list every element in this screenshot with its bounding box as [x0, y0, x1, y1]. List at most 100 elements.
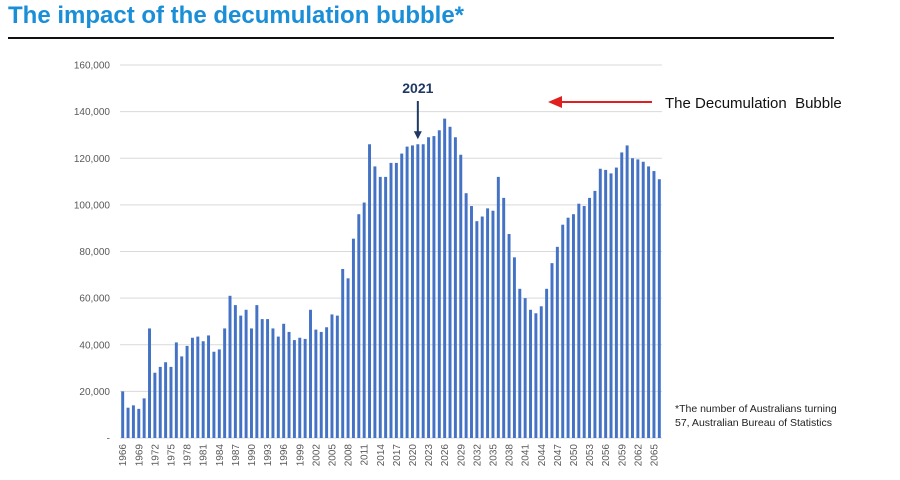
bar [496, 176, 500, 438]
bar [620, 152, 624, 438]
bar [512, 257, 516, 438]
x-tick-label: 1975 [166, 444, 177, 467]
bar [582, 206, 586, 438]
y-tick-label: 20,000 [79, 387, 110, 398]
x-tick-label: 2014 [376, 444, 387, 467]
bar [593, 190, 597, 438]
bar [282, 323, 286, 438]
bar [373, 166, 377, 439]
bar [207, 335, 211, 438]
bar [223, 328, 227, 438]
x-tick-label: 2053 [585, 444, 596, 467]
bar [410, 145, 414, 438]
bar [491, 210, 495, 438]
bar [625, 145, 629, 438]
bar [126, 407, 130, 438]
title-underline [8, 37, 834, 39]
bar [335, 315, 339, 438]
y-tick-label: 160,000 [74, 61, 111, 72]
bar [529, 309, 533, 438]
bar [539, 306, 543, 438]
bar [631, 158, 634, 438]
bar [287, 331, 291, 438]
bar [131, 405, 135, 438]
bar [357, 214, 361, 438]
bar [314, 329, 318, 438]
y-tick-label: 140,000 [74, 107, 111, 118]
x-tick-label: 1981 [199, 444, 210, 467]
bar [566, 217, 570, 438]
x-axis-ticks: 1966 1969 1972 1975 1978 1981 1984 1987 1990 1993… [118, 444, 660, 467]
bar [475, 221, 479, 438]
bar [427, 137, 431, 439]
bar [545, 288, 549, 438]
x-tick-label: 2005 [327, 444, 338, 467]
bar [196, 336, 200, 438]
bar [609, 173, 613, 438]
chart-annotations: 2021 The Decumulation Bubble [402, 80, 842, 140]
bar [255, 305, 259, 438]
bar [298, 337, 302, 438]
bar [244, 309, 248, 438]
y-axis-ticks: - 20,000 40,000 60,000 80,000 100,000 120,000 1… [74, 61, 111, 445]
bar [577, 203, 581, 438]
bar [174, 342, 178, 438]
bar [137, 408, 141, 438]
x-tick-label: 2029 [456, 444, 467, 467]
bar [652, 171, 656, 438]
y-tick-label: 80,000 [79, 247, 110, 258]
bar [217, 349, 221, 438]
bar [303, 338, 307, 438]
x-tick-label: 1972 [150, 444, 161, 467]
bar [534, 313, 538, 438]
bar [604, 169, 608, 438]
bar [212, 351, 216, 438]
x-tick-label: 2002 [311, 444, 322, 467]
x-tick-label: 1969 [134, 444, 145, 467]
bar [233, 305, 237, 438]
bar [400, 153, 404, 438]
bar [647, 166, 651, 439]
bar [158, 366, 162, 438]
bar [148, 328, 151, 438]
x-tick-label: 2059 [617, 444, 628, 467]
bar [309, 309, 312, 438]
page-title: The impact of the decumulation bubble* [8, 2, 465, 29]
x-tick-label: 2044 [537, 444, 548, 467]
bar [346, 278, 350, 438]
bar [470, 206, 473, 438]
bar [453, 137, 457, 439]
bar [448, 126, 452, 438]
bar [598, 168, 602, 438]
x-tick-label: 1978 [183, 444, 194, 467]
y-tick-label: 120,000 [74, 154, 111, 165]
annotation-year-label: 2021 [402, 80, 433, 96]
x-tick-label: 2032 [472, 444, 483, 467]
x-tick-label: 1996 [279, 444, 290, 467]
x-tick-label: 2026 [440, 444, 451, 467]
y-tick-label: - [107, 434, 110, 445]
bar [394, 162, 398, 438]
bar [421, 144, 425, 438]
chart-bars [121, 118, 661, 439]
x-tick-label: 1990 [247, 444, 258, 467]
bar [550, 263, 554, 438]
x-tick-label: 2047 [553, 444, 564, 467]
bar [480, 216, 484, 438]
bar [571, 214, 575, 438]
bar [614, 167, 618, 438]
bar [432, 136, 436, 438]
bubble-label: The Decumulation Bubble [665, 95, 842, 112]
bar [384, 176, 388, 438]
bubble-arrow-head [548, 96, 562, 108]
x-tick-label: 2020 [408, 444, 419, 467]
bar [561, 224, 565, 438]
bar [486, 208, 490, 438]
bar [389, 162, 393, 438]
y-tick-label: 100,000 [74, 200, 111, 211]
footnote-line-2: 57, Australian Bureau of Statistics [675, 417, 833, 429]
bar [641, 161, 645, 438]
bar [153, 372, 157, 438]
x-tick-label: 2035 [488, 444, 499, 467]
bar [325, 327, 329, 438]
